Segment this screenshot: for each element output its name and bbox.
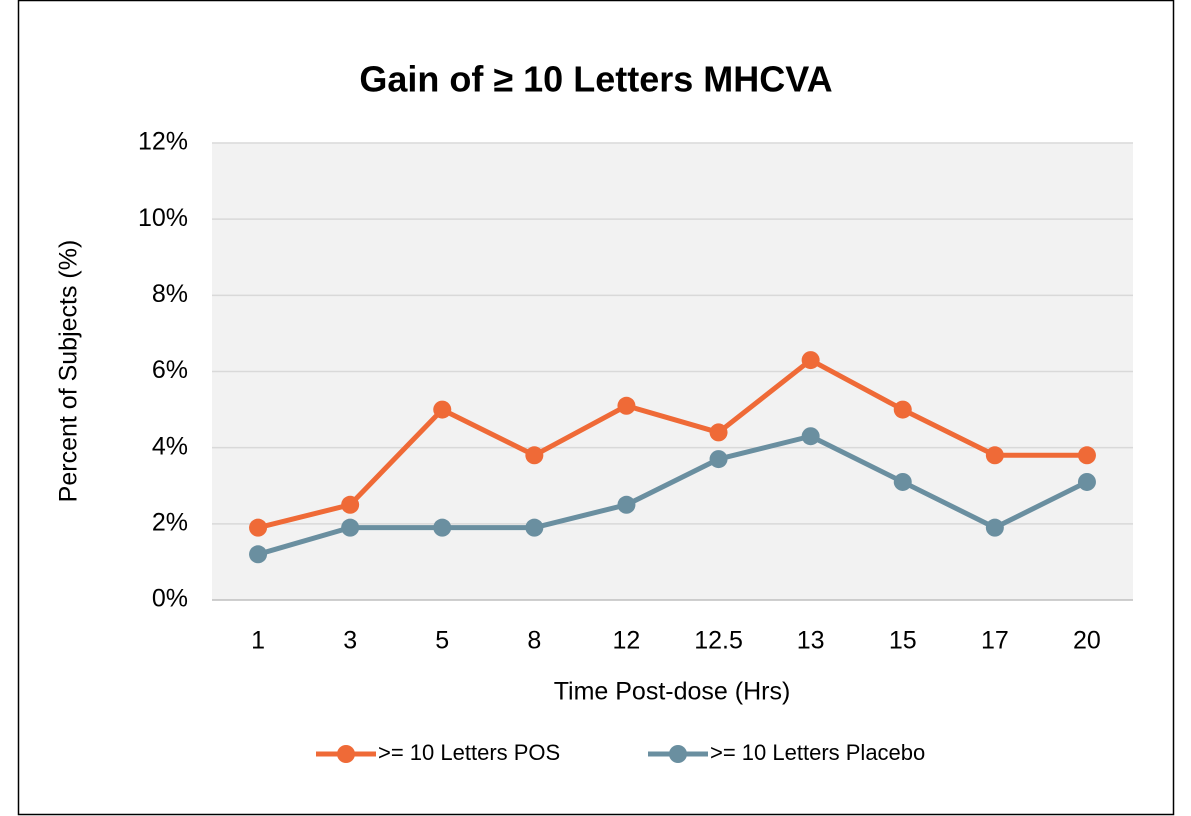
data-point <box>893 400 912 419</box>
y-tick-label: 10% <box>138 204 188 232</box>
data-point <box>525 446 544 465</box>
data-point <box>617 495 636 514</box>
x-tick-label: 8 <box>527 627 541 655</box>
y-tick-label: 0% <box>152 585 188 613</box>
data-point <box>525 518 544 537</box>
y-axis-label: Percent of Subjects (%) <box>55 240 83 503</box>
x-axis-label: Time Post-dose (Hrs) <box>554 678 791 706</box>
data-point <box>709 450 728 469</box>
x-tick-label: 12 <box>613 627 641 655</box>
data-point <box>1077 446 1096 465</box>
legend-swatch-marker <box>337 745 355 763</box>
series-line <box>257 357 1087 531</box>
data-point <box>1077 472 1096 491</box>
series-line <box>257 433 1089 557</box>
chart-title: Gain of ≥ 10 Letters MHCVA <box>359 59 832 100</box>
data-point <box>985 446 1004 465</box>
y-tick-label: 2% <box>152 508 188 536</box>
y-tick-label: 4% <box>152 432 188 460</box>
x-tick-label: 1 <box>251 627 265 655</box>
data-point <box>709 423 728 442</box>
x-tick-label: 20 <box>1073 627 1101 655</box>
data-point <box>249 518 268 537</box>
y-tick-label: 12% <box>138 128 188 156</box>
y-tick-label: 8% <box>152 280 188 308</box>
x-tick-label: 5 <box>435 627 449 655</box>
data-point <box>985 518 1004 537</box>
y-tick-label: 6% <box>152 356 188 384</box>
x-tick-label: 12.5 <box>694 627 743 655</box>
data-point <box>341 495 360 514</box>
data-point <box>249 545 268 564</box>
legend-label: >= 10 Letters Placebo <box>710 740 925 765</box>
data-point <box>617 396 636 415</box>
x-tick-label: 13 <box>797 627 825 655</box>
x-tick-label: 3 <box>343 627 357 655</box>
data-point <box>801 351 820 370</box>
data-point <box>433 400 452 419</box>
legend-swatch-marker <box>669 745 687 763</box>
data-point <box>893 472 912 491</box>
data-point <box>801 427 820 446</box>
data-point <box>433 518 452 537</box>
data-point <box>341 518 360 537</box>
legend-label: >= 10 Letters POS <box>378 740 560 765</box>
x-tick-label: 17 <box>981 627 1009 655</box>
x-tick-label: 15 <box>889 627 917 655</box>
